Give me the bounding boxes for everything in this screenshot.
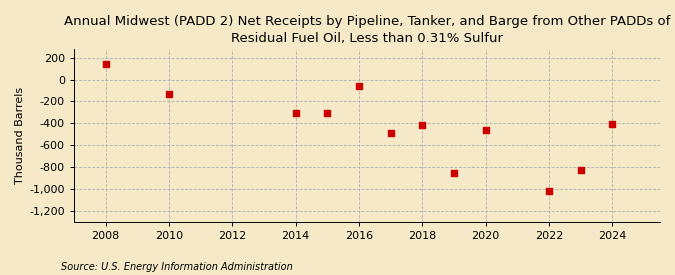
Point xyxy=(607,122,618,127)
Point xyxy=(385,131,396,135)
Point xyxy=(417,123,428,128)
Point xyxy=(543,189,554,193)
Point xyxy=(354,84,364,88)
Y-axis label: Thousand Barrels: Thousand Barrels xyxy=(15,87,25,184)
Text: Source: U.S. Energy Information Administration: Source: U.S. Energy Information Administ… xyxy=(61,262,292,272)
Point xyxy=(100,62,111,67)
Title: Annual Midwest (PADD 2) Net Receipts by Pipeline, Tanker, and Barge from Other P: Annual Midwest (PADD 2) Net Receipts by … xyxy=(63,15,670,45)
Point xyxy=(290,111,301,116)
Point xyxy=(449,171,460,175)
Point xyxy=(322,111,333,116)
Point xyxy=(575,168,586,172)
Point xyxy=(163,92,174,96)
Point xyxy=(481,128,491,132)
